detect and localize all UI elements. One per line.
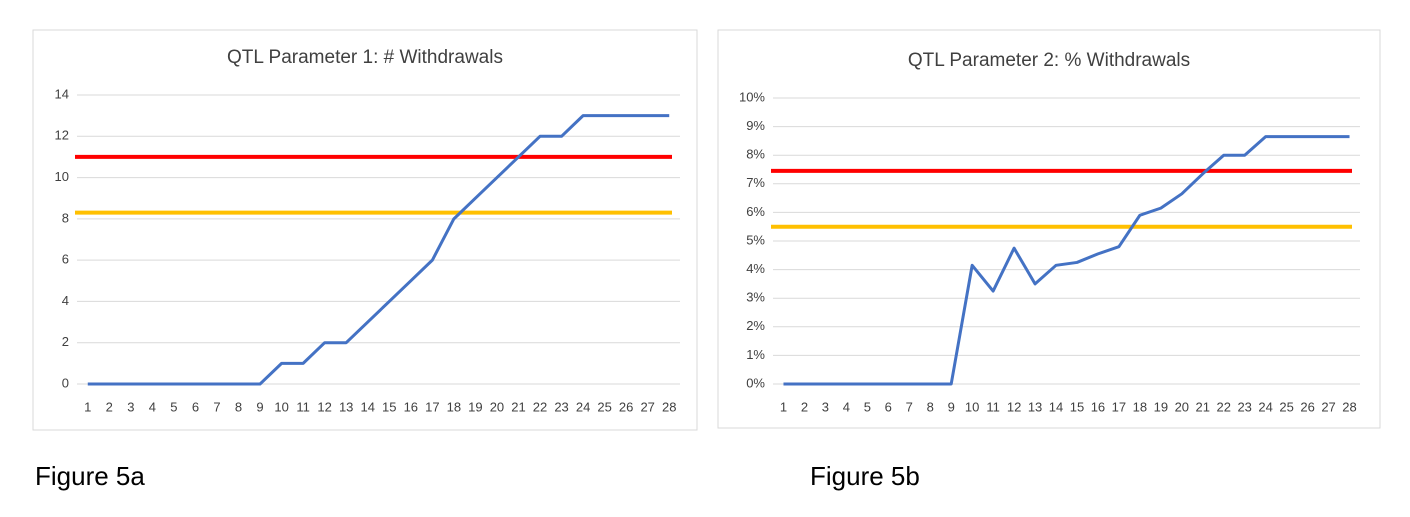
y-tick-label: 10 [55, 169, 69, 184]
y-tick-label: 0 [62, 375, 69, 390]
x-tick-label: 18 [447, 399, 461, 414]
x-tick-label: 13 [1028, 399, 1042, 414]
figure-caption: Figure 5b [810, 461, 920, 491]
x-tick-label: 28 [1342, 399, 1356, 414]
x-tick-label: 14 [360, 399, 374, 414]
data-line [783, 135, 1350, 386]
x-tick-label: 23 [1237, 399, 1251, 414]
x-tick-label: 1 [84, 399, 91, 414]
figure-caption: Figure 5a [35, 461, 145, 491]
x-tick-label: 16 [1091, 399, 1105, 414]
x-tick-label: 12 [317, 399, 331, 414]
x-tick-label: 14 [1049, 399, 1063, 414]
x-tick-label: 3 [127, 399, 134, 414]
x-tick-label: 22 [1216, 399, 1230, 414]
x-tick-label: 4 [149, 399, 156, 414]
y-tick-label: 7% [746, 175, 765, 190]
x-tick-label: 20 [490, 399, 504, 414]
y-tick-label: 9% [746, 118, 765, 133]
x-tick-label: 12 [1007, 399, 1021, 414]
x-tick-label: 11 [986, 399, 1000, 414]
x-tick-label: 5 [170, 399, 177, 414]
x-tick-label: 17 [425, 399, 439, 414]
data-line [87, 114, 670, 386]
x-tick-label: 26 [619, 399, 633, 414]
x-tick-label: 10 [965, 399, 979, 414]
chart-frame [717, 29, 1381, 429]
x-tick-label: 4 [843, 399, 850, 414]
x-tick-label: 25 [597, 399, 611, 414]
chart-frame [32, 29, 698, 431]
y-tick-label: 5% [746, 232, 765, 247]
x-tick-label: 1 [780, 399, 787, 414]
x-tick-label: 7 [213, 399, 220, 414]
x-tick-label: 20 [1175, 399, 1189, 414]
y-tick-label: 0% [746, 375, 765, 390]
chart-title: QTL Parameter 1: # Withdrawals [227, 47, 503, 68]
y-tick-label: 2% [746, 318, 765, 333]
x-tick-label: 8 [927, 399, 934, 414]
x-tick-label: 6 [192, 399, 199, 414]
x-tick-label: 15 [382, 399, 396, 414]
x-tick-label: 21 [1196, 399, 1210, 414]
y-tick-label: 3% [746, 290, 765, 305]
x-tick-label: 15 [1070, 399, 1084, 414]
y-tick-label: 4 [62, 293, 69, 308]
x-tick-label: 16 [404, 399, 418, 414]
y-tick-label: 14 [55, 86, 69, 101]
x-tick-label: 2 [801, 399, 808, 414]
x-tick-label: 19 [1154, 399, 1168, 414]
x-tick-label: 10 [274, 399, 288, 414]
x-tick-label: 11 [296, 399, 310, 414]
x-tick-label: 28 [662, 399, 676, 414]
x-tick-label: 19 [468, 399, 482, 414]
x-tick-label: 27 [640, 399, 654, 414]
x-tick-label: 2 [106, 399, 113, 414]
x-tick-label: 21 [511, 399, 525, 414]
x-tick-label: 23 [554, 399, 568, 414]
x-tick-label: 9 [256, 399, 263, 414]
x-tick-label: 24 [1258, 399, 1272, 414]
chart-title: QTL Parameter 2: % Withdrawals [908, 50, 1190, 71]
y-tick-label: 6% [746, 204, 765, 219]
y-tick-label: 8 [62, 210, 69, 225]
x-tick-label: 27 [1321, 399, 1335, 414]
x-tick-label: 17 [1112, 399, 1126, 414]
y-tick-label: 10% [739, 89, 765, 104]
x-tick-label: 24 [576, 399, 590, 414]
x-tick-label: 9 [948, 399, 955, 414]
x-tick-label: 8 [235, 399, 242, 414]
y-tick-label: 8% [746, 147, 765, 162]
x-tick-label: 7 [906, 399, 913, 414]
y-tick-label: 12 [55, 128, 69, 143]
x-tick-label: 25 [1279, 399, 1293, 414]
y-tick-label: 1% [746, 347, 765, 362]
y-tick-label: 4% [746, 261, 765, 276]
y-tick-label: 2 [62, 334, 69, 349]
x-tick-label: 13 [339, 399, 353, 414]
x-tick-label: 6 [885, 399, 892, 414]
x-tick-label: 18 [1133, 399, 1147, 414]
x-tick-label: 22 [533, 399, 547, 414]
x-tick-label: 5 [864, 399, 871, 414]
y-tick-label: 6 [62, 252, 69, 267]
x-tick-label: 3 [822, 399, 829, 414]
x-tick-label: 26 [1300, 399, 1314, 414]
